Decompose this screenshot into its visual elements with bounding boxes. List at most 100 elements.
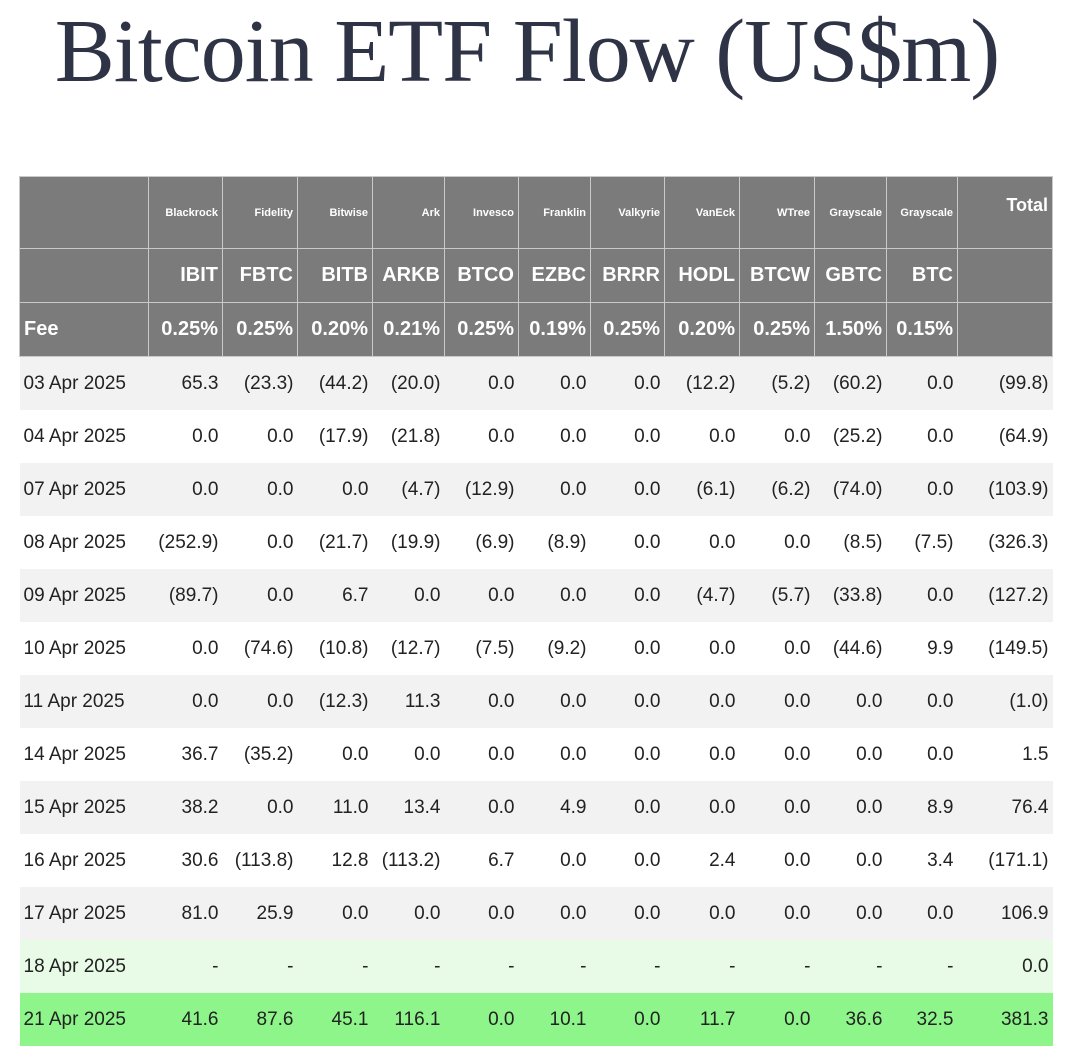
flow-cell: 13.4 xyxy=(373,781,445,834)
ticker-header: GBTC xyxy=(815,249,887,303)
flow-cell: (12.2) xyxy=(665,357,740,411)
flow-cell: 0.0 xyxy=(519,410,591,463)
flow-cell: (6.9) xyxy=(445,516,519,569)
flow-cell: (17.9) xyxy=(298,410,373,463)
etf-flow-table: Blackrock Fidelity Bitwise Ark Invesco F… xyxy=(19,176,1053,1046)
fee-cell: 0.20% xyxy=(665,303,740,357)
flow-cell: 0.0 xyxy=(445,357,519,411)
flow-cell: 0.0 xyxy=(740,887,815,940)
flow-cell: (25.2) xyxy=(815,410,887,463)
flow-cell: 0.0 xyxy=(591,357,665,411)
fee-cell: 1.50% xyxy=(815,303,887,357)
flow-cell: (113.2) xyxy=(373,834,445,887)
flow-cell: 0.0 xyxy=(665,516,740,569)
ticker-corner-cell xyxy=(20,249,149,303)
issuer-header: Ark xyxy=(373,177,445,249)
flow-cell: 0.0 xyxy=(665,675,740,728)
total-cell: (127.2) xyxy=(958,569,1053,622)
flow-cell: 11.7 xyxy=(665,993,740,1046)
flow-cell: - xyxy=(149,940,223,993)
issuer-header: WTree xyxy=(740,177,815,249)
flow-cell: (44.2) xyxy=(298,357,373,411)
issuer-header: Blackrock xyxy=(149,177,223,249)
total-header: Total xyxy=(958,177,1053,249)
flow-cell: - xyxy=(887,940,958,993)
flow-cell: (9.2) xyxy=(519,622,591,675)
flow-cell: 0.0 xyxy=(445,410,519,463)
flow-cell: (4.7) xyxy=(665,569,740,622)
flow-cell: 0.0 xyxy=(815,675,887,728)
flow-cell: (89.7) xyxy=(149,569,223,622)
flow-cell: 0.0 xyxy=(665,622,740,675)
flow-cell: (113.8) xyxy=(223,834,298,887)
total-cell: 76.4 xyxy=(958,781,1053,834)
flow-cell: 0.0 xyxy=(519,834,591,887)
flow-cell: 0.0 xyxy=(887,357,958,411)
fee-header-row: Fee 0.25% 0.25% 0.20% 0.21% 0.25% 0.19% … xyxy=(20,303,1053,357)
flow-cell: 0.0 xyxy=(445,887,519,940)
flow-cell: 0.0 xyxy=(591,781,665,834)
ticker-header: BTC xyxy=(887,249,958,303)
flow-cell: 0.0 xyxy=(591,728,665,781)
flow-cell: 6.7 xyxy=(445,834,519,887)
flow-cell: 0.0 xyxy=(223,781,298,834)
flow-cell: - xyxy=(815,940,887,993)
date-cell: 09 Apr 2025 xyxy=(20,569,149,622)
ticker-header: BTCW xyxy=(740,249,815,303)
flow-cell: (35.2) xyxy=(223,728,298,781)
flow-cell: 0.0 xyxy=(665,887,740,940)
flow-cell: 0.0 xyxy=(373,569,445,622)
flow-cell: 0.0 xyxy=(445,675,519,728)
ticker-header: FBTC xyxy=(223,249,298,303)
flow-cell: (19.9) xyxy=(373,516,445,569)
flow-cell: 30.6 xyxy=(149,834,223,887)
flow-cell: 32.5 xyxy=(887,993,958,1046)
date-cell: 04 Apr 2025 xyxy=(20,410,149,463)
flow-cell: 0.0 xyxy=(445,781,519,834)
ticker-header: BRRR xyxy=(591,249,665,303)
flow-cell: 0.0 xyxy=(740,993,815,1046)
flow-cell: 0.0 xyxy=(740,834,815,887)
flow-cell: - xyxy=(298,940,373,993)
flow-cell: 36.7 xyxy=(149,728,223,781)
flow-cell: 0.0 xyxy=(887,675,958,728)
total-cell: 0.0 xyxy=(958,940,1053,993)
flow-cell: 0.0 xyxy=(740,410,815,463)
ticker-header: EZBC xyxy=(519,249,591,303)
flow-cell: 0.0 xyxy=(149,675,223,728)
flow-cell: 0.0 xyxy=(815,781,887,834)
flow-cell: (6.2) xyxy=(740,463,815,516)
total-cell: (64.9) xyxy=(958,410,1053,463)
flow-cell: 3.4 xyxy=(887,834,958,887)
flow-cell: (8.9) xyxy=(519,516,591,569)
flow-cell: 0.0 xyxy=(591,516,665,569)
flow-cell: (252.9) xyxy=(149,516,223,569)
flow-cell: (7.5) xyxy=(445,622,519,675)
ticker-total-cell xyxy=(958,249,1053,303)
date-cell: 21 Apr 2025 xyxy=(20,993,149,1046)
flow-cell: (5.2) xyxy=(740,357,815,411)
flow-cell: 0.0 xyxy=(223,569,298,622)
flow-cell: 0.0 xyxy=(740,728,815,781)
issuer-header: VanEck xyxy=(665,177,740,249)
flow-cell: 36.6 xyxy=(815,993,887,1046)
date-cell: 03 Apr 2025 xyxy=(20,357,149,411)
flow-cell: 0.0 xyxy=(223,516,298,569)
flow-cell: 0.0 xyxy=(298,887,373,940)
flow-cell: 0.0 xyxy=(740,675,815,728)
flow-cell: 11.3 xyxy=(373,675,445,728)
flow-cell: 0.0 xyxy=(815,834,887,887)
flow-cell: 0.0 xyxy=(223,463,298,516)
flow-cell: 0.0 xyxy=(815,887,887,940)
ticker-header: BTCO xyxy=(445,249,519,303)
flow-cell: 0.0 xyxy=(445,569,519,622)
flow-cell: (74.0) xyxy=(815,463,887,516)
flow-cell: 81.0 xyxy=(149,887,223,940)
